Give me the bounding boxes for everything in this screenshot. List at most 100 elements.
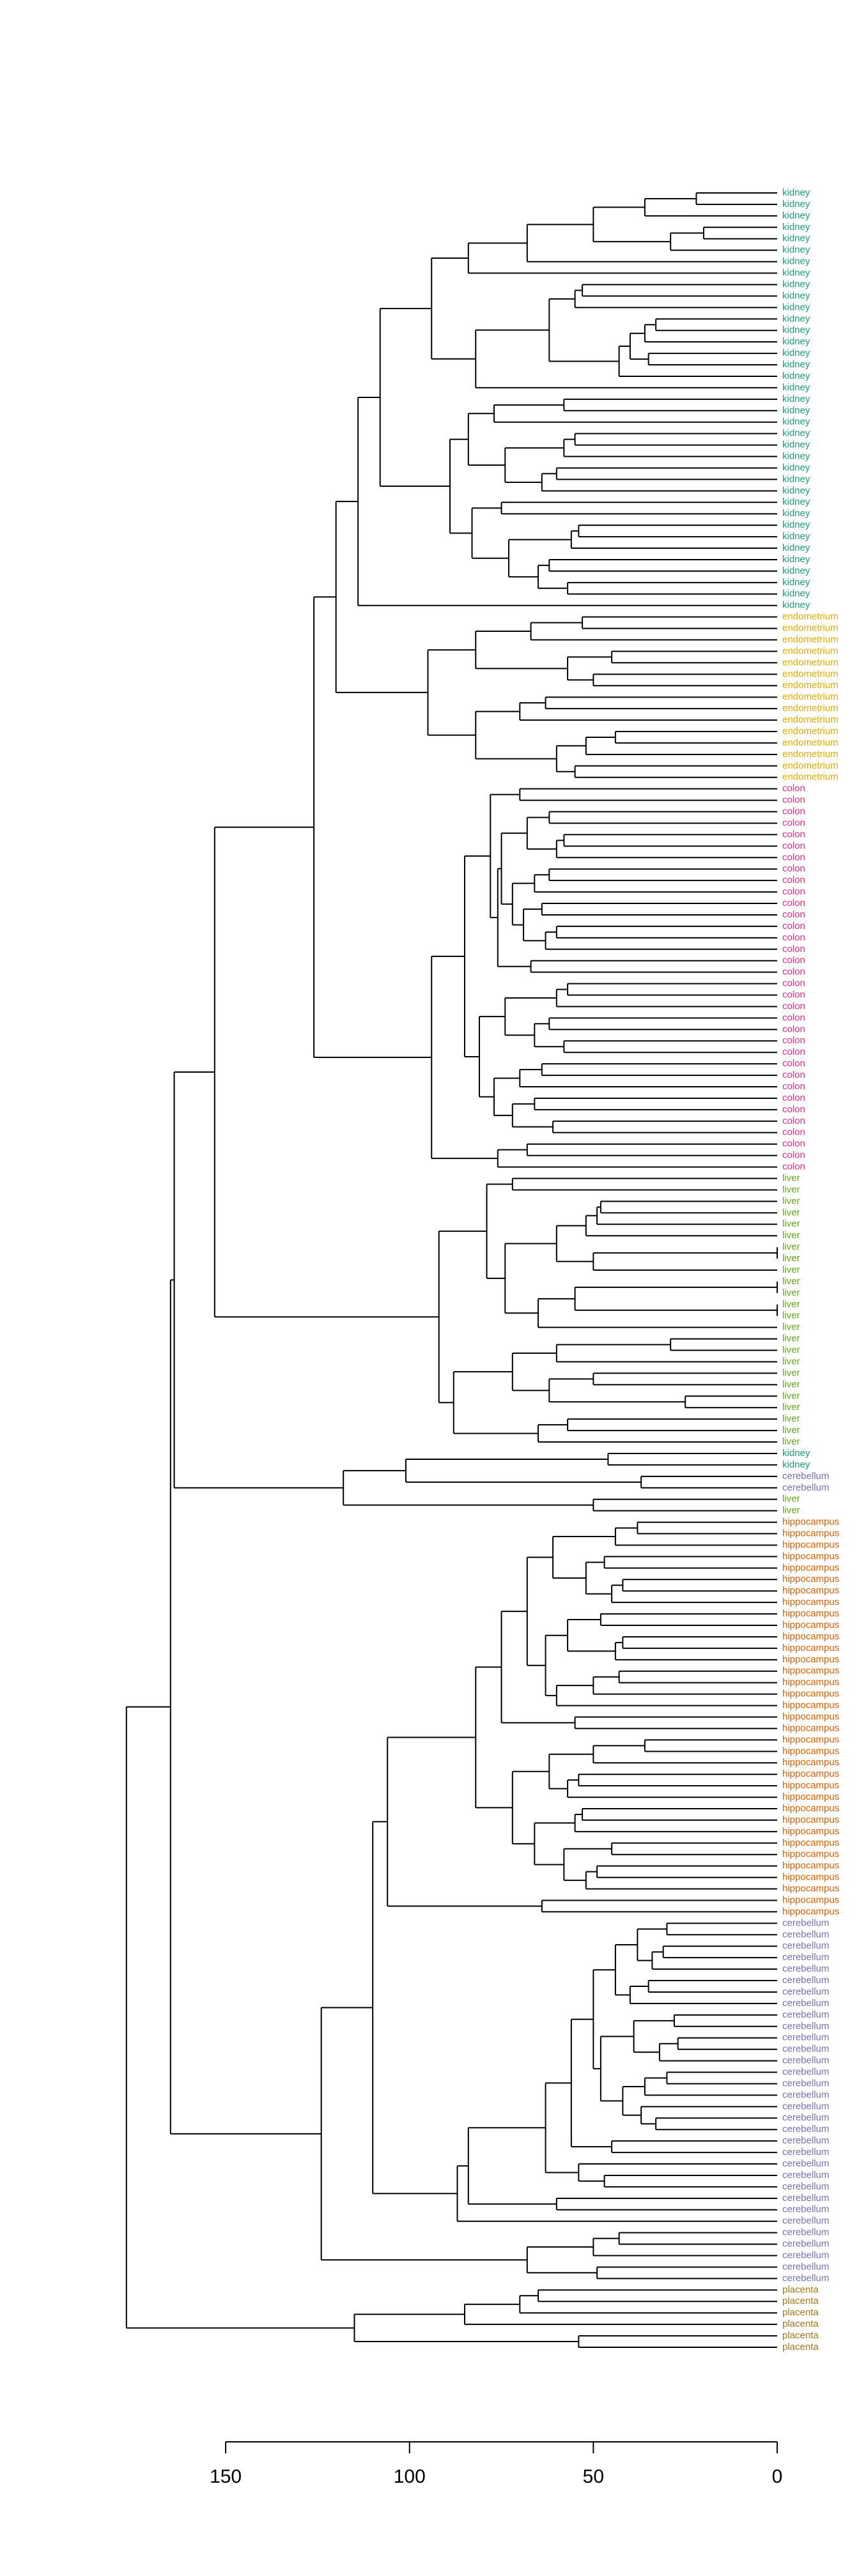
- leaf-label: kidney: [782, 1459, 810, 1470]
- leaf-label: liver: [782, 1379, 800, 1390]
- leaf-label: endometrium: [782, 634, 839, 645]
- leaf-label: placenta: [782, 2319, 819, 2329]
- leaf-label: cerebellum: [782, 2216, 829, 2227]
- leaf-label: kidney: [782, 268, 810, 279]
- leaf-label: kidney: [782, 451, 810, 462]
- leaf-label: cerebellum: [782, 2227, 829, 2238]
- leaf-label: colon: [782, 898, 805, 908]
- leaf-label: kidney: [782, 325, 810, 335]
- leaf-label: liver: [782, 1310, 800, 1321]
- leaf-label: endometrium: [782, 657, 839, 668]
- leaf-label: colon: [782, 921, 805, 931]
- leaf-label: cerebellum: [782, 2055, 829, 2066]
- leaf-label: cerebellum: [782, 2089, 829, 2100]
- leaf-label: kidney: [782, 417, 810, 427]
- leaf-label: kidney: [782, 508, 810, 519]
- leaf-label: hippocampus: [782, 1894, 839, 1905]
- leaf-label: hippocampus: [782, 1631, 839, 1642]
- leaf-label: cerebellum: [782, 2112, 829, 2123]
- leaf-label: cerebellum: [782, 2067, 829, 2078]
- leaf-label: kidney: [782, 245, 810, 256]
- leaf-label: liver: [782, 1413, 800, 1424]
- leaf-label: endometrium: [782, 760, 839, 771]
- leaf-label: hippocampus: [782, 1666, 839, 1676]
- leaf-label: liver: [782, 1494, 800, 1505]
- leaf-label: colon: [782, 852, 805, 862]
- leaf-label: hippocampus: [782, 1608, 839, 1619]
- leaf-label: liver: [782, 1402, 800, 1413]
- leaf-label: kidney: [782, 600, 810, 611]
- leaf-label: kidney: [782, 302, 810, 312]
- leaf-label: cerebellum: [782, 2158, 829, 2169]
- leaf-label: hippocampus: [782, 1597, 839, 1607]
- leaf-label: liver: [782, 1333, 800, 1344]
- leaf-label: cerebellum: [782, 2135, 829, 2146]
- leaf-label: cerebellum: [782, 2273, 829, 2283]
- leaf-label: colon: [782, 1127, 805, 1138]
- leaf-label: kidney: [782, 588, 810, 599]
- leaf-label: hippocampus: [782, 1814, 839, 1825]
- leaf-label: placenta: [782, 2307, 819, 2318]
- leaf-label: cerebellum: [782, 2009, 829, 2020]
- leaf-label: placenta: [782, 2296, 819, 2306]
- leaf-label: kidney: [782, 496, 810, 507]
- leaf-label: liver: [782, 1345, 800, 1356]
- leaf-label: kidney: [782, 382, 810, 393]
- leaf-label: hippocampus: [782, 1837, 839, 1848]
- leaf-label: liver: [782, 1425, 800, 1436]
- leaf-label: colon: [782, 886, 805, 897]
- leaf-label: cerebellum: [782, 2021, 829, 2032]
- leaf-label: colon: [782, 932, 805, 943]
- leaf-label: colon: [782, 1035, 805, 1046]
- leaf-label: hippocampus: [782, 1574, 839, 1584]
- leaf-label: cerebellum: [782, 1917, 829, 1928]
- leaf-label: liver: [782, 1436, 800, 1447]
- leaf-label: colon: [782, 1104, 805, 1115]
- leaf-label: colon: [782, 1092, 805, 1103]
- leaf-label: cerebellum: [782, 1975, 829, 1986]
- leaf-label: kidney: [782, 531, 810, 542]
- leaf-label: kidney: [782, 428, 810, 439]
- leaf-label: colon: [782, 1162, 805, 1172]
- leaf-label: cerebellum: [782, 2078, 829, 2089]
- x-tick-label: 0: [772, 2466, 783, 2487]
- leaf-label: liver: [782, 1241, 800, 1252]
- leaf-label: cerebellum: [782, 2193, 829, 2204]
- leaf-label: kidney: [782, 440, 810, 450]
- leaf-label: cerebellum: [782, 1940, 829, 1951]
- leaf-label: hippocampus: [782, 1517, 839, 1528]
- leaf-label: hippocampus: [782, 1883, 839, 1894]
- leaf-label: hippocampus: [782, 1768, 839, 1779]
- leaf-label: colon: [782, 795, 805, 806]
- leaf-label: hippocampus: [782, 1860, 839, 1871]
- leaf-label: liver: [782, 1253, 800, 1264]
- leaf-label: kidney: [782, 290, 810, 301]
- leaf-label: hippocampus: [782, 1757, 839, 1768]
- leaf-label: kidney: [782, 394, 810, 404]
- leaf-label: colon: [782, 783, 805, 794]
- leaf-label: kidney: [782, 485, 810, 496]
- leaf-label: endometrium: [782, 645, 839, 656]
- leaf-label: hippocampus: [782, 1711, 839, 1722]
- leaf-label: colon: [782, 1070, 805, 1080]
- leaf-label: kidney: [782, 577, 810, 588]
- leaf-label: kidney: [782, 233, 810, 244]
- leaf-label: liver: [782, 1172, 800, 1183]
- leaf-label: cerebellum: [782, 2124, 829, 2135]
- leaf-label: kidney: [782, 359, 810, 370]
- leaf-label: liver: [782, 1367, 800, 1378]
- leaf-label: endometrium: [782, 772, 839, 783]
- leaf-label: placenta: [782, 2284, 819, 2295]
- leaf-label: hippocampus: [782, 1803, 839, 1814]
- leaf-label: kidney: [782, 187, 810, 198]
- leaf-label: hippocampus: [782, 1654, 839, 1665]
- leaf-label: kidney: [782, 313, 810, 324]
- leaf-label: liver: [782, 1218, 800, 1229]
- leaf-label: hippocampus: [782, 1620, 839, 1630]
- leaf-label: kidney: [782, 336, 810, 347]
- leaf-label: hippocampus: [782, 1906, 839, 1917]
- leaf-label: colon: [782, 944, 805, 954]
- x-tick-label: 50: [583, 2466, 604, 2487]
- leaf-label: liver: [782, 1287, 800, 1298]
- leaf-label: liver: [782, 1299, 800, 1310]
